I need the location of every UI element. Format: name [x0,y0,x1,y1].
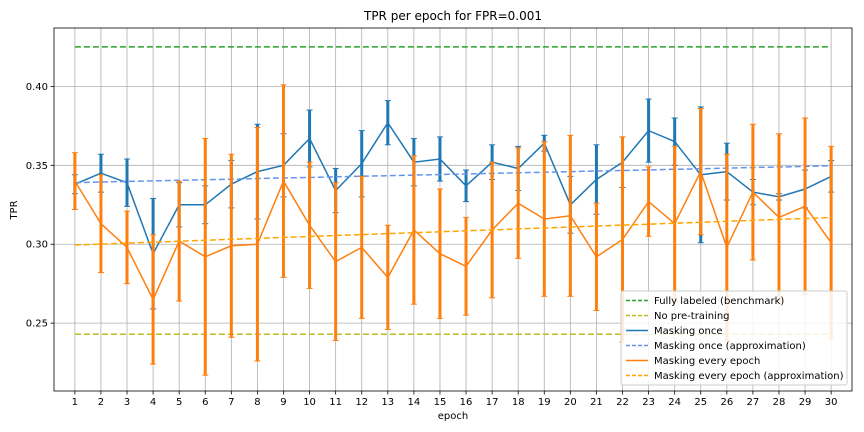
x-tick-label: 29 [799,397,812,408]
x-tick-label: 28 [773,397,786,408]
x-tick-label: 6 [202,397,208,408]
x-tick-label: 17 [486,397,499,408]
x-tick-label: 20 [564,397,577,408]
legend-label: No pre-training [654,311,730,322]
x-tick-label: 26 [720,397,733,408]
plot-frame [53,27,853,392]
x-tick-label: 3 [124,397,130,408]
series-group [74,216,832,246]
x-tick-label: 4 [150,397,156,408]
axes: 1 2 3 4 5 6 7 8 9 10 11 12 13 14 15 16 17 18 19 20 21 22 23 24 2… [26,27,853,408]
x-tick-label: 27 [747,397,760,408]
y-tick-label: 0.25 [26,319,48,330]
x-tick-label: 21 [590,397,603,408]
x-tick-label: 15 [434,397,447,408]
x-tick-label: 2 [98,397,104,408]
x-tick-label: 16 [460,397,473,408]
y-axis-label: TPR [9,200,20,220]
legend-label: Masking once [654,326,723,337]
x-tick-label: 13 [381,397,394,408]
series-line [74,165,832,184]
x-tick-label: 9 [280,397,286,408]
series-line [74,216,832,246]
chart-title: TPR per epoch for FPR=0.001 [363,9,542,23]
x-tick-label: 1 [72,397,78,408]
x-axis-label: epoch [438,411,468,422]
series-layer [71,46,835,376]
x-tick-label: 18 [512,397,525,408]
x-tick-label: 14 [408,397,421,408]
x-tick-label: 25 [694,397,707,408]
series-group [74,165,832,184]
y-tick-label: 0.30 [26,240,48,251]
x-tick-label: 8 [254,397,260,408]
legend-label: Masking once (approximation) [654,341,806,352]
x-tick-label: 10 [303,397,316,408]
legend: Fully labeled (benchmark) No pre-training… [620,290,848,386]
series-line [74,169,832,302]
x-tick-label: 5 [176,397,182,408]
series-group [71,84,835,376]
x-tick-label: 23 [642,397,655,408]
series-line [74,121,832,256]
legend-label: Masking every epoch (approximation) [654,371,844,382]
x-tick-label: 30 [825,397,838,408]
x-tick-label: 12 [355,397,368,408]
legend-box [620,290,848,386]
legend-label: Fully labeled (benchmark) [654,296,784,307]
x-tick-label: 11 [329,397,342,408]
series-group [71,98,835,310]
x-tick-label: 19 [538,397,551,408]
y-tick-label: 0.35 [26,161,48,172]
x-tick-label: 7 [228,397,234,408]
y-tick-label: 0.40 [26,82,48,93]
legend-label: Masking every epoch [654,356,760,367]
x-tick-label: 22 [616,397,629,408]
x-tick-label: 24 [668,397,681,408]
